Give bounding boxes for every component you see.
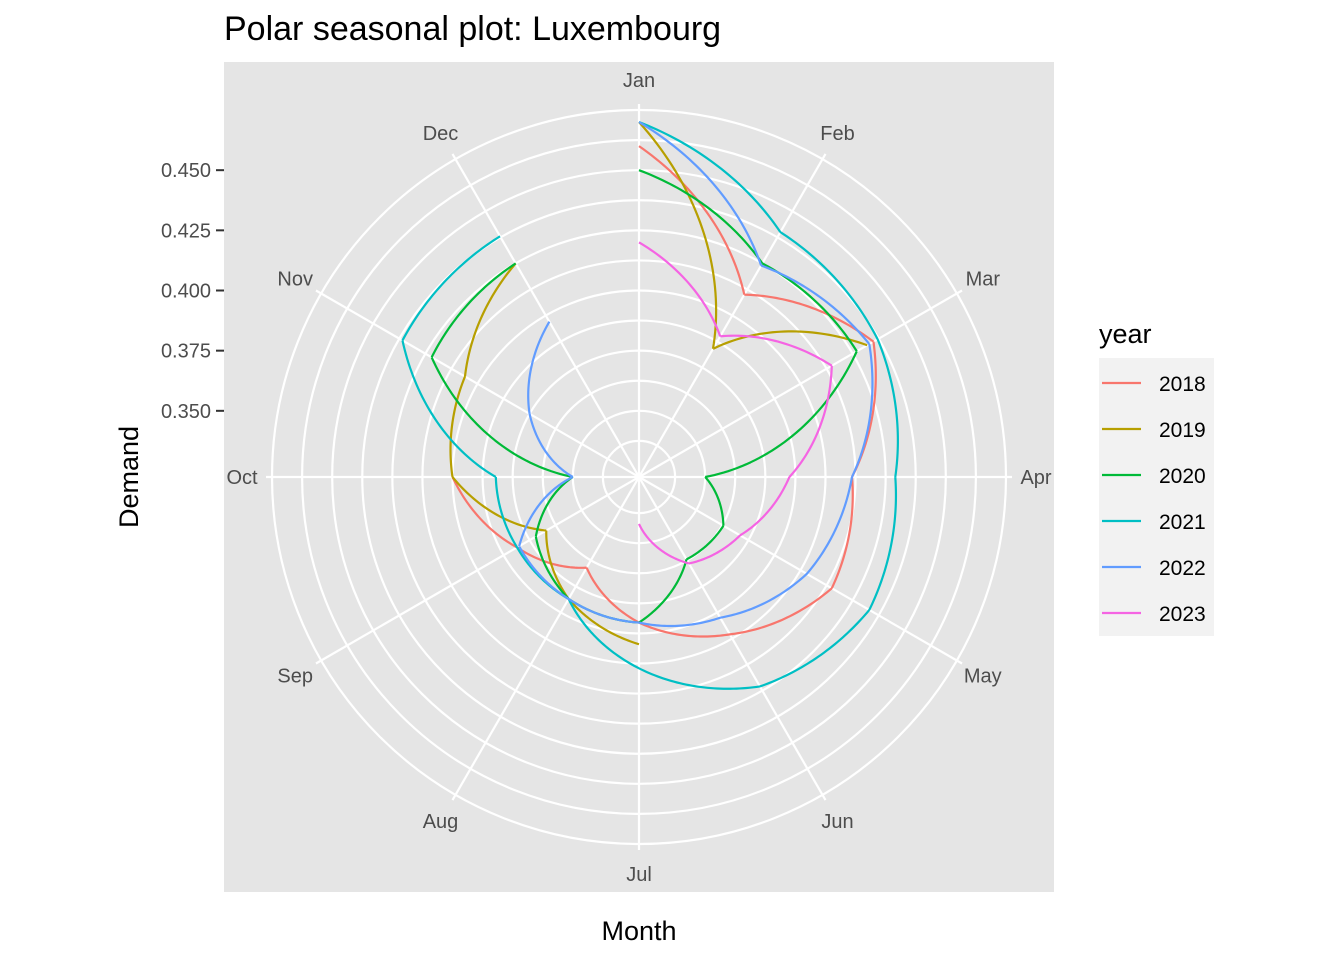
legend-label-2019: 2019 [1159,419,1206,442]
series-line-2022 [518,121,874,628]
legend-label-2018: 2018 [1159,373,1206,396]
month-label-feb: Feb [820,123,854,145]
month-label-apr: Apr [1020,467,1051,489]
month-label-jul: Jul [626,864,652,886]
grid-spoke [315,289,640,478]
legend-label-2021: 2021 [1159,511,1206,534]
month-label-nov: Nov [277,269,313,291]
series-line-2021 [401,121,899,690]
y-tick-label: 0.450 [161,160,211,182]
month-label-dec: Dec [423,123,459,145]
month-label-oct: Oct [226,467,258,489]
series-line-2023 [638,241,833,565]
grid-spoke [638,476,963,665]
grid-spoke [638,476,827,801]
y-axis: 0.350 0.375 0.400 0.425 0.450 [161,160,224,423]
y-axis-title: Demand [114,426,144,528]
series-line-2019 [449,121,868,646]
x-axis-title: Month [601,916,676,946]
series-lines [401,121,899,690]
chart-title: Polar seasonal plot: Luxembourg [224,10,721,48]
month-label-aug: Aug [423,811,459,833]
y-tick-label: 0.425 [161,220,211,242]
month-label-mar: Mar [966,269,1001,291]
legend: year 2018 2019 2020 2021 2022 2023 [1099,319,1214,636]
y-tick-label: 0.375 [161,341,211,363]
legend-items: 2018 2019 2020 2021 2022 2023 [1102,373,1206,626]
grid-spoke [315,476,640,665]
month-label-sep: Sep [277,666,313,688]
grid-spoke [638,289,963,478]
y-tick-label: 0.400 [161,281,211,303]
polar-grid [266,104,1012,850]
legend-label-2023: 2023 [1159,603,1206,626]
legend-title: year [1099,319,1152,349]
grid-spoke [451,476,640,801]
grid-spoke [638,153,827,478]
legend-label-2020: 2020 [1159,465,1206,488]
legend-label-2022: 2022 [1159,557,1206,580]
month-label-jun: Jun [821,811,853,833]
month-label-may: May [964,666,1002,688]
grid-spoke [451,153,640,478]
month-labels: Jan Feb Mar Apr May Jun Jul Aug Sep Oct Nov Dec [226,70,1051,886]
legend-key-background [1099,358,1214,636]
y-tick-label: 0.350 [161,401,211,423]
month-label-jan: Jan [623,70,655,92]
